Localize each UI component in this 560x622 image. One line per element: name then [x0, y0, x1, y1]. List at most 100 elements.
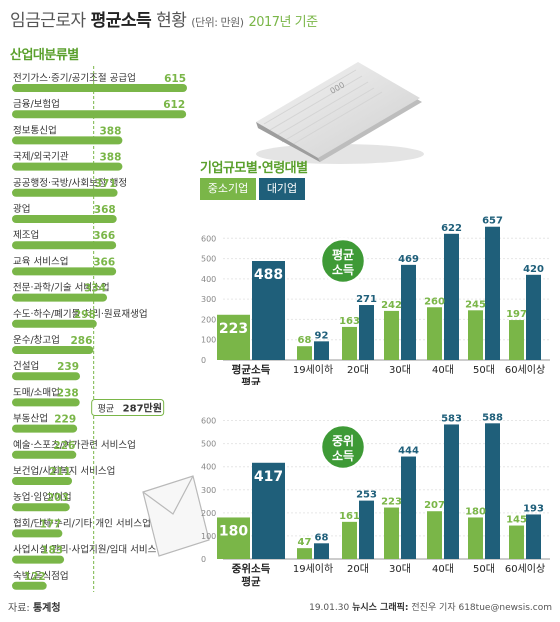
med-bar-large [401, 456, 416, 559]
industry-value: 388 [99, 125, 121, 137]
title-year: 2017년 기준 [248, 15, 318, 30]
med-badge-line2: 소득 [332, 449, 354, 463]
med-category-label: 중위소득 [232, 562, 271, 575]
avg-value-large: 469 [398, 254, 419, 265]
industry-label: 광업 [13, 203, 30, 215]
med-ytick: 500 [201, 440, 216, 449]
industry-value: 371 [95, 178, 117, 190]
industry-label: 전기가스·증기/공기조절 공급업 [13, 72, 136, 84]
med-value-large: 444 [398, 446, 419, 457]
industry-value: 211 [49, 466, 71, 478]
industry-bar [12, 84, 187, 92]
avg-category-label: 평균소득 [232, 363, 271, 376]
industry-bar [12, 110, 187, 119]
title-part1: 임금근로자 [10, 11, 86, 31]
industry-section-title: 산업대분류별 [10, 48, 79, 63]
avg-bar-large [444, 233, 459, 360]
med-bar-large [526, 514, 541, 559]
avg-category-label: 19세이하 [293, 363, 333, 376]
med-value-small: 47 [298, 537, 312, 548]
average-badge-value: 287만원 [123, 402, 162, 415]
med-value-small: 223 [381, 497, 402, 508]
industry-label: 공공행정·국방/사회보장 행정 [13, 177, 127, 189]
med-category-label: 50대 [473, 563, 495, 575]
industry-bar [12, 136, 123, 145]
title-part3: 현황 [156, 11, 187, 31]
industry-value: 366 [93, 230, 115, 242]
avg-bar-large [314, 341, 329, 360]
avg-badge-line1: 평균 [332, 248, 354, 262]
source-label: 자료: [8, 603, 30, 614]
med-ytick: 400 [201, 463, 216, 472]
credit-note: 19.01.30 뉴시스 그래픽: 전진우 기자 618tue@newsis.c… [309, 600, 552, 613]
avg-badge-circle [319, 237, 367, 285]
industry-value: 298 [74, 309, 96, 321]
industry-bar [12, 188, 118, 197]
industry-label: 예술·스포츠/여가관련 서비스업 [13, 439, 136, 451]
money-paper-icon: 000 [256, 62, 424, 164]
envelope-icon [142, 475, 210, 557]
avg-value-small: 68 [298, 335, 312, 346]
industry-label: 운수/창고업 [13, 334, 60, 346]
med-bar-small [297, 548, 312, 559]
industry-value: 203 [47, 492, 69, 504]
page-title: 임금근로자 평균소득 현황 (단위: 만원) 2017년 기준 [10, 6, 318, 31]
avg-bar-large [526, 274, 541, 360]
med-value-large: 68 [315, 532, 329, 543]
avg-category-label: 30대 [389, 364, 411, 376]
avg-value-small: 245 [465, 299, 486, 310]
avg-ytick: 600 [201, 234, 216, 243]
med-bar-large [485, 423, 500, 559]
industry-value: 122 [24, 571, 46, 583]
industry-label: 국제/외국기관 [13, 151, 69, 163]
avg-value-small: 223 [219, 321, 248, 337]
industry-value: 229 [54, 414, 76, 426]
med-bar-small [468, 517, 483, 559]
credit-date: 19.01.30 [309, 603, 350, 613]
industry-label: 전문·과학/기술 서비스업 [13, 282, 110, 294]
avg-bar-small [468, 310, 483, 360]
title-unit: (단위: 만원) [191, 16, 244, 29]
avg-value-large: 271 [356, 294, 377, 305]
avg-ytick: 400 [201, 275, 216, 284]
industry-bar [12, 581, 47, 590]
industry-label: 수도·하수/폐기물 처리·원료재생업 [13, 308, 148, 320]
med-value-small: 180 [465, 506, 486, 517]
industry-bar [12, 503, 70, 512]
industry-value: 239 [57, 361, 79, 373]
industry-label: 제조업 [13, 229, 39, 241]
industry-bar [12, 555, 65, 564]
avg-value-large: 420 [523, 264, 544, 275]
industry-bar [12, 346, 94, 354]
med-bar-small [509, 525, 524, 559]
legend-small-business: 중소기업 [200, 178, 256, 200]
credit-name: 전진우 기자 618tue@newsis.com [411, 603, 552, 613]
avg-value-small: 163 [339, 316, 360, 327]
industry-bar [12, 398, 80, 407]
med-ytick: 200 [201, 509, 216, 518]
average-badge-box [91, 399, 165, 416]
avg-ytick: 0 [201, 356, 206, 365]
source-note: 자료: 통계청 [8, 599, 61, 614]
industry-value: 366 [93, 256, 115, 268]
avg-bar-small [297, 346, 312, 360]
med-bar-large [359, 500, 374, 559]
avg-ytick: 100 [201, 336, 216, 345]
industry-bar [12, 319, 97, 328]
avg-value-large: 657 [482, 216, 503, 227]
avg-bar-large [359, 305, 374, 360]
title-part2: 평균소득 [90, 11, 152, 31]
med-category-label: 30대 [389, 563, 411, 575]
industry-bar [12, 529, 63, 538]
med-value-large: 583 [441, 413, 462, 424]
med-bar-large [444, 424, 459, 559]
avg-category-label: 50대 [473, 364, 495, 376]
med-value-large: 253 [356, 490, 377, 501]
industry-label: 도매/소매업 [13, 386, 60, 398]
avg-ytick: 300 [201, 295, 216, 304]
industry-label: 사업시설 관리·사업지원/임대 서비스업 [13, 544, 165, 556]
med-value-small: 180 [219, 523, 248, 539]
industry-value: 368 [94, 204, 116, 216]
med-category-label: 20대 [347, 563, 369, 575]
industry-label: 금융/보험업 [13, 98, 60, 110]
